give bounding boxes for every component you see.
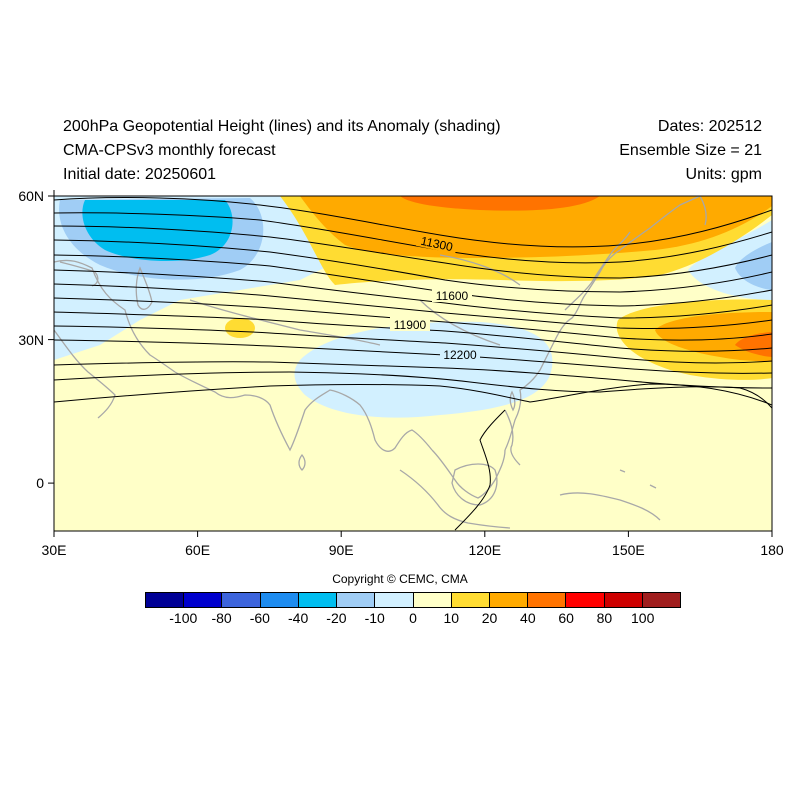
- contour-labels: 11300 11600 11900 12200: [390, 231, 480, 362]
- colorbar-swatch: [528, 593, 567, 607]
- colorbar: [145, 592, 681, 608]
- colorbar-label: 80: [596, 610, 613, 626]
- colorbar-label: 20: [481, 610, 498, 626]
- colorbar-label: -60: [249, 610, 270, 626]
- x-tick-180: 180: [760, 542, 784, 558]
- y-tick-60n: 60N: [18, 188, 44, 204]
- ensemble-size: Ensemble Size = 21: [619, 142, 762, 159]
- x-tick-60e: 60E: [185, 542, 210, 558]
- colorbar-label: 10: [443, 610, 460, 626]
- y-tick-30n: 30N: [18, 332, 44, 348]
- anomaly-shading-pos-blob: [225, 318, 255, 338]
- colorbar-label: 60: [558, 610, 574, 626]
- colorbar-swatch: [413, 593, 452, 607]
- colorbar-labels: -100 -80 -60 -40 -20 -10 0 10 20 40 60 80 100: [145, 610, 681, 630]
- x-tick-150e: 150E: [612, 542, 645, 558]
- map-title: 200hPa Geopotential Height (lines) and i…: [63, 118, 501, 135]
- height-contours: [54, 197, 772, 531]
- initial-date: Initial date: 20250601: [63, 166, 217, 183]
- colorbar-label: -10: [364, 610, 385, 626]
- colorbar-swatch: [604, 593, 643, 607]
- axis-ticks: [48, 190, 773, 537]
- copyright-text: Copyright © CEMC, CMA: [332, 572, 468, 586]
- colorbar-swatch: [566, 593, 605, 607]
- colorbar-label: -100: [169, 610, 198, 626]
- colorbar-swatch: [375, 593, 414, 607]
- map-frame: [53, 195, 773, 532]
- colorbar-label: -20: [326, 610, 347, 626]
- colorbar-label: 0: [409, 610, 417, 626]
- colorbar-swatch: [146, 593, 185, 607]
- contour-label-11300: 11300: [419, 234, 454, 255]
- map-plot-area: 11300 11600 11900 12200: [54, 196, 772, 531]
- colorbar-label: 40: [520, 610, 536, 626]
- anomaly-shading-pos-40-60-east: [735, 332, 772, 357]
- coastlines: [54, 196, 707, 529]
- colorbar-swatch: [222, 593, 261, 607]
- model-name: CMA-CPSv3 monthly forecast: [63, 142, 276, 159]
- colorbar-swatch: [489, 593, 529, 607]
- x-tick-120e: 120E: [468, 542, 501, 558]
- anomaly-shading-pos-20-40-east: [655, 312, 772, 362]
- y-tick-labels: 60N 30N 0: [18, 188, 44, 491]
- x-tick-30e: 30E: [42, 542, 67, 558]
- colorbar-swatch: [260, 593, 299, 607]
- colorbar-swatch: [451, 593, 490, 607]
- x-tick-labels: 30E 60E 90E 120E 150E 180: [42, 542, 784, 558]
- anomaly-map: 11300 11600 11900 12200 30E 60E 90E 120E…: [18, 188, 784, 558]
- contour-label-12200: 12200: [443, 348, 477, 362]
- units: Units: gpm: [685, 166, 762, 183]
- y-tick-0: 0: [36, 475, 44, 491]
- colorbar-label: 100: [631, 610, 655, 626]
- colorbar-swatch: [337, 593, 376, 607]
- colorbar-swatch: [642, 593, 681, 607]
- forecast-dates: Dates: 202512: [657, 118, 762, 135]
- contour-label-11900: 11900: [394, 318, 427, 332]
- colorbar-label: -40: [288, 610, 309, 626]
- colorbar-swatch: [298, 593, 338, 607]
- colorbar-swatch: [184, 593, 223, 607]
- x-tick-90e: 90E: [329, 542, 354, 558]
- anomaly-shading-pos-40-60-north: [400, 196, 600, 211]
- contour-label-11600: 11600: [436, 289, 469, 303]
- colorbar-label: -80: [211, 610, 232, 626]
